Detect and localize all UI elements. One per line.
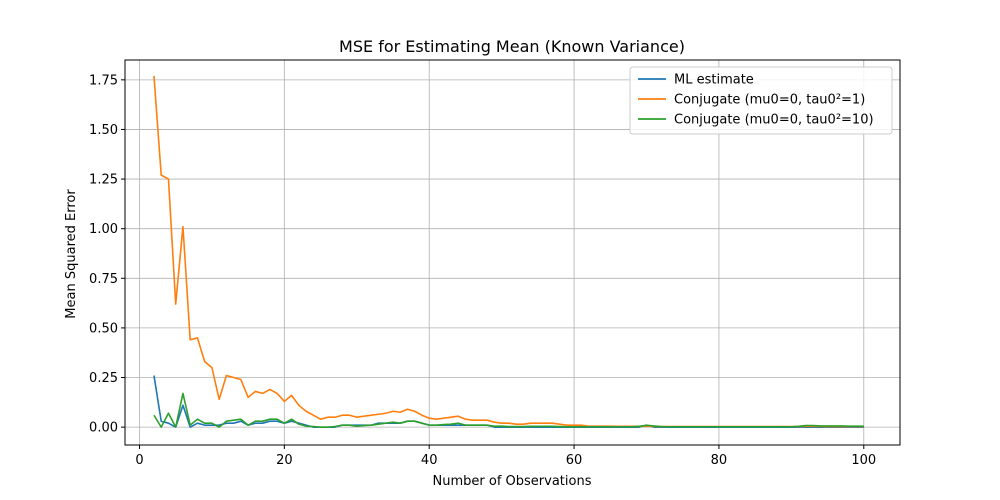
legend: ML estimate Conjugate (mu0=0, tau0²=1) Con… (629, 66, 893, 135)
x-tick-label: 80 (711, 453, 728, 468)
legend-box (629, 66, 893, 135)
y-tick-label: 1.00 (89, 222, 118, 237)
x-tick-label: 60 (566, 453, 583, 468)
legend-label: Conjugate (mu0=0, tau0²=10) (674, 113, 874, 128)
y-axis-label: Mean Squared Error (64, 189, 79, 319)
x-tick-label: 20 (276, 453, 293, 468)
y-tick-label: 0.50 (89, 321, 118, 336)
series-lines (153, 75, 864, 428)
y-axis: 0.00 0.25 0.50 0.75 1.00 1.25 1.50 1.75 (89, 73, 125, 436)
x-tick-label: 40 (421, 453, 438, 468)
y-tick-label: 0.00 (89, 421, 118, 436)
y-tick-label: 1.25 (89, 173, 118, 188)
legend-label: Conjugate (mu0=0, tau0²=1) (674, 93, 865, 108)
plot-frame (124, 59, 901, 446)
y-tick-label: 0.25 (89, 371, 118, 386)
x-axis-label: Number of Observations (433, 474, 592, 489)
series-line (153, 392, 864, 428)
y-tick-label: 1.50 (89, 123, 118, 138)
legend-label: ML estimate (674, 73, 754, 88)
x-tick-label: 100 (851, 453, 876, 468)
y-tick-label: 0.75 (89, 272, 118, 287)
y-tick-label: 1.75 (89, 73, 118, 88)
x-axis: 0 20 40 60 80 100 (135, 445, 876, 468)
x-tick-label: 0 (135, 453, 143, 468)
chart-title: MSE for Estimating Mean (Known Variance) (339, 37, 685, 56)
